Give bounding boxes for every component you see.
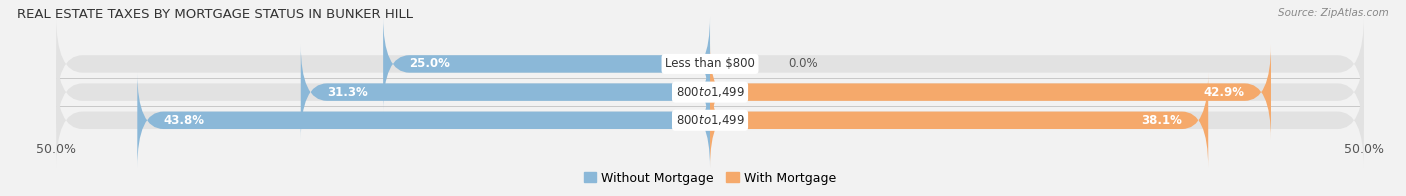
Text: 25.0%: 25.0% xyxy=(409,57,450,70)
Text: 31.3%: 31.3% xyxy=(328,86,367,99)
Text: $800 to $1,499: $800 to $1,499 xyxy=(675,85,745,99)
Text: 38.1%: 38.1% xyxy=(1142,114,1182,127)
FancyBboxPatch shape xyxy=(56,16,1364,112)
Legend: Without Mortgage, With Mortgage: Without Mortgage, With Mortgage xyxy=(579,167,841,190)
FancyBboxPatch shape xyxy=(56,73,1364,168)
Text: 42.9%: 42.9% xyxy=(1204,86,1244,99)
Text: 43.8%: 43.8% xyxy=(163,114,204,127)
Text: $800 to $1,499: $800 to $1,499 xyxy=(675,113,745,127)
FancyBboxPatch shape xyxy=(138,73,710,168)
FancyBboxPatch shape xyxy=(56,44,1364,140)
Text: Source: ZipAtlas.com: Source: ZipAtlas.com xyxy=(1278,8,1389,18)
Text: Less than $800: Less than $800 xyxy=(665,57,755,70)
FancyBboxPatch shape xyxy=(382,16,710,112)
Text: 0.0%: 0.0% xyxy=(789,57,818,70)
FancyBboxPatch shape xyxy=(301,44,710,140)
FancyBboxPatch shape xyxy=(710,73,1208,168)
Text: REAL ESTATE TAXES BY MORTGAGE STATUS IN BUNKER HILL: REAL ESTATE TAXES BY MORTGAGE STATUS IN … xyxy=(17,8,413,21)
FancyBboxPatch shape xyxy=(710,44,1271,140)
